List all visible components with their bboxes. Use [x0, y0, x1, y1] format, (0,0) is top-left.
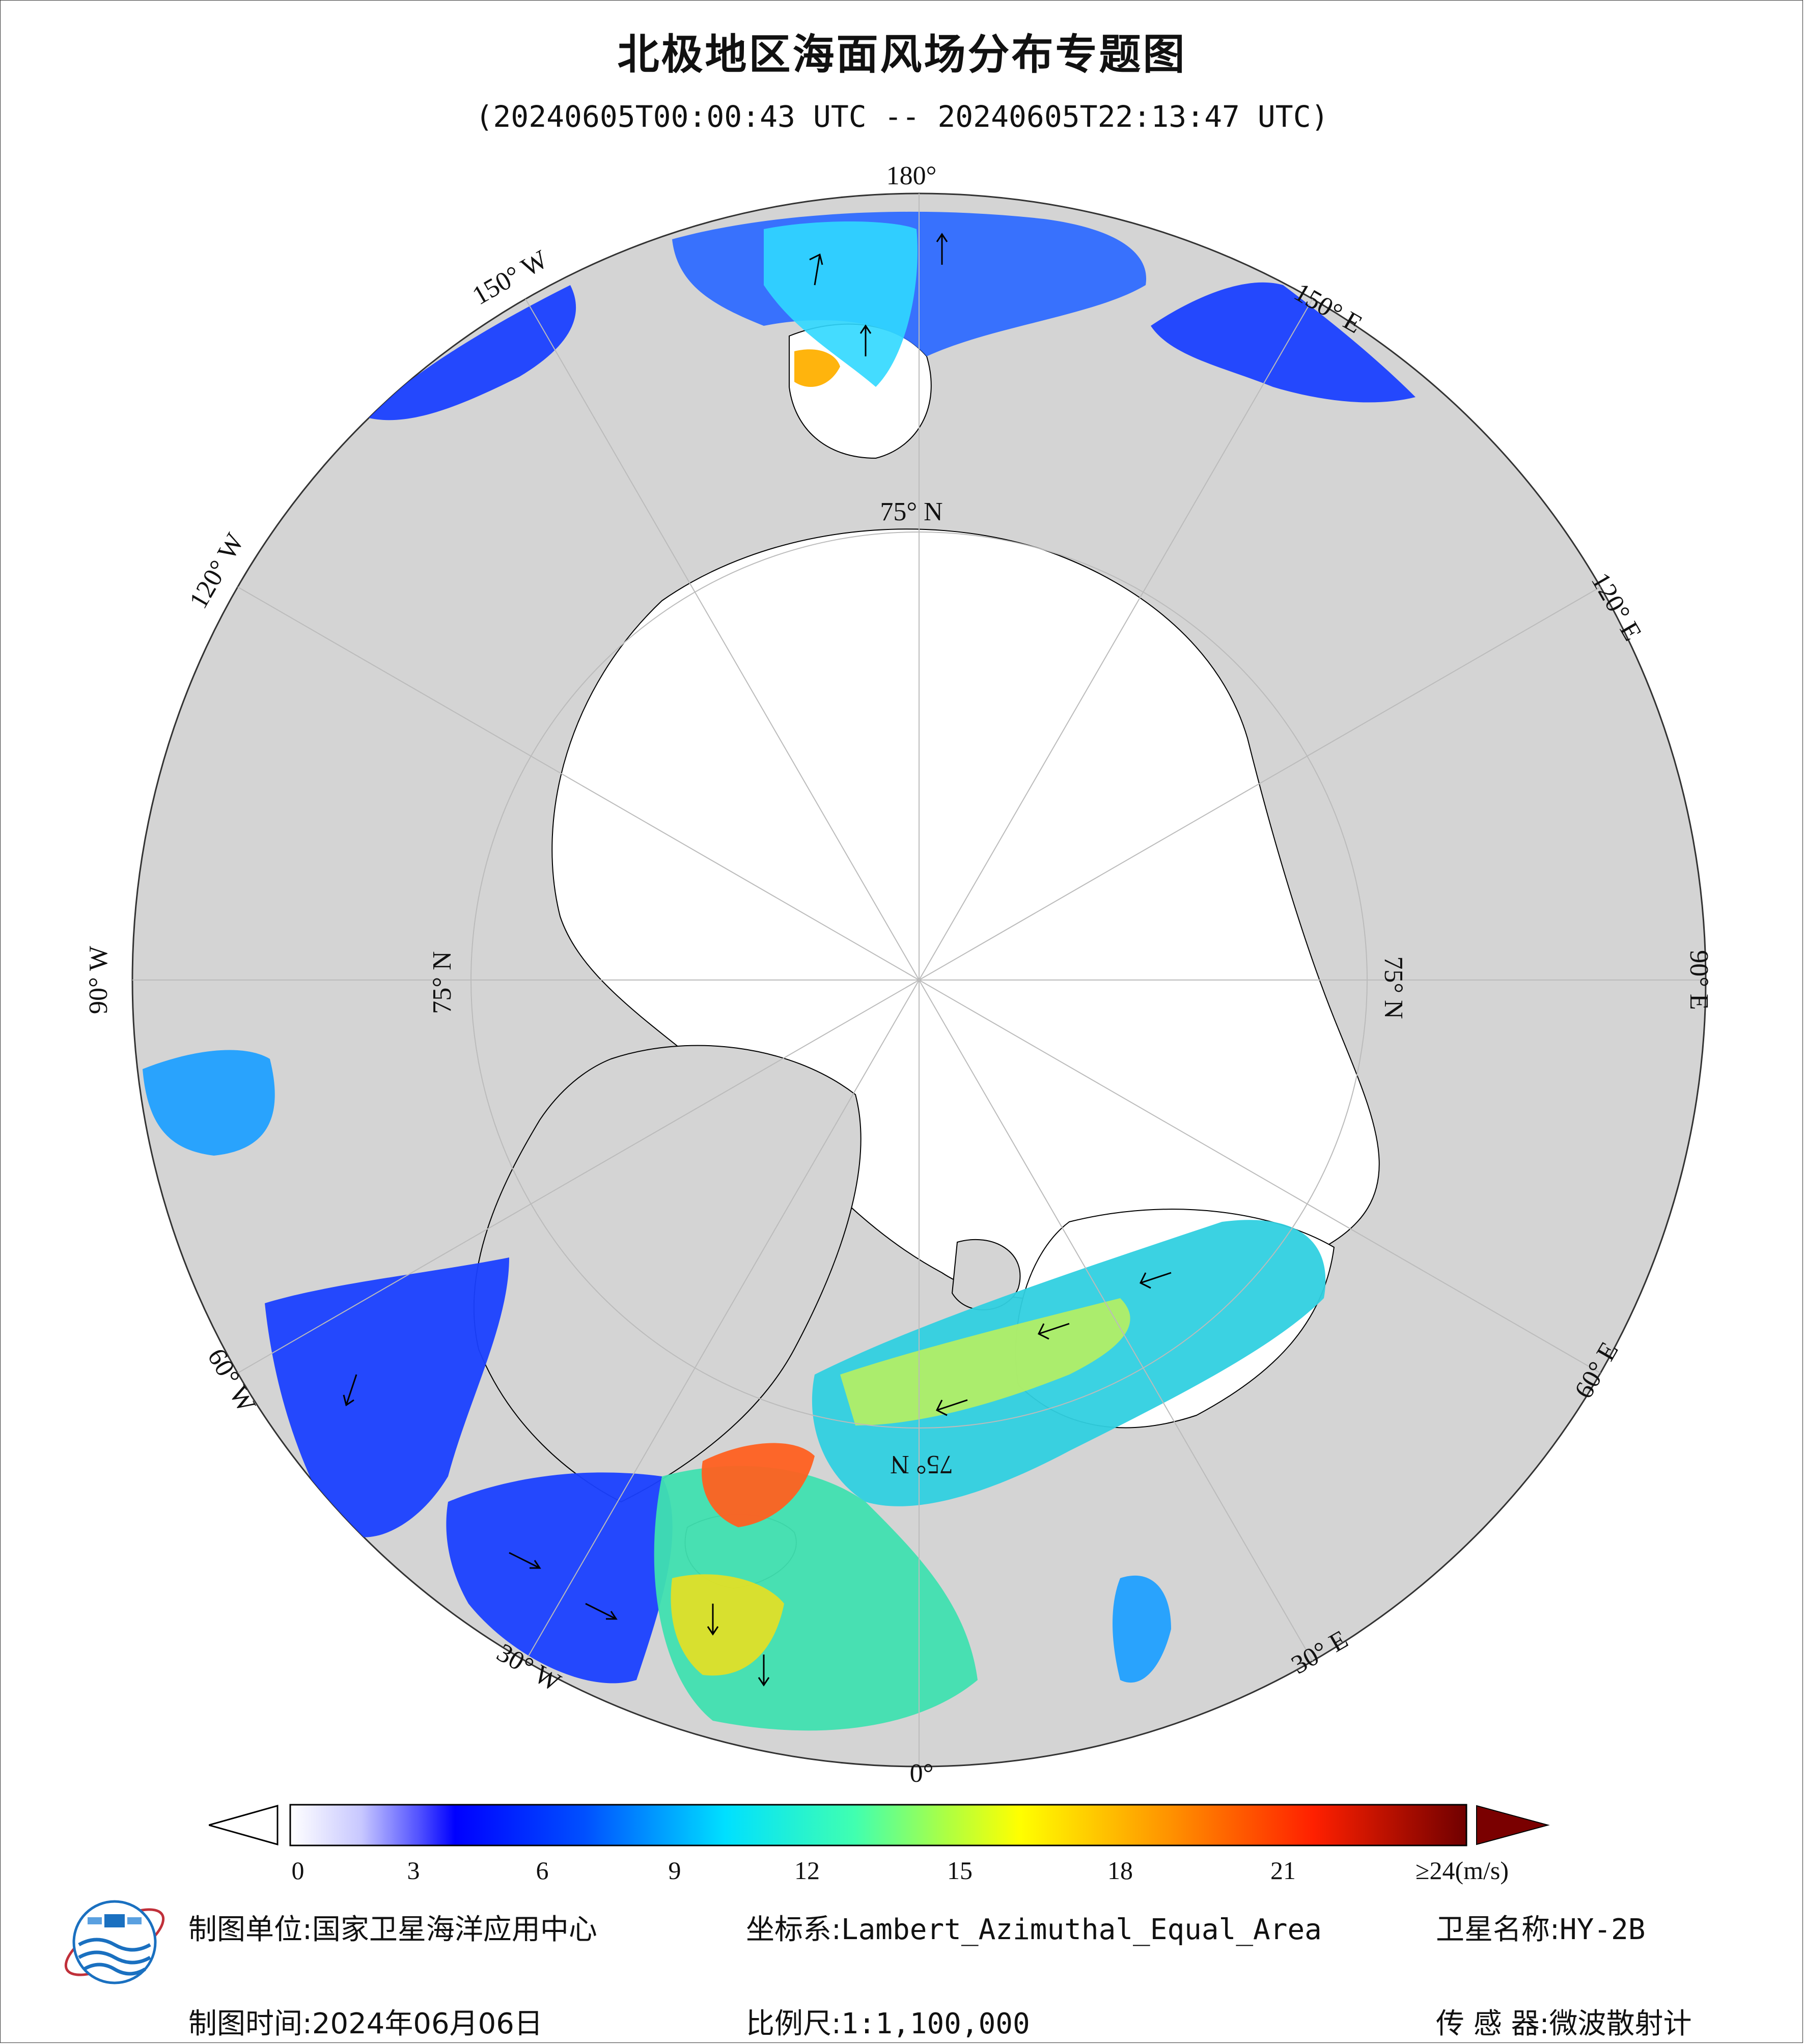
wind-swath-bering-high	[794, 349, 840, 387]
colorbar-tick-6: 6	[536, 1856, 549, 1885]
wind-swath-atlantic-high	[702, 1443, 815, 1527]
date-info: 制图时间:2024年06月06日	[188, 2001, 543, 2042]
lat-label-left: 75° N	[428, 951, 457, 1014]
wind-swath-atlantic-yellow	[671, 1574, 784, 1676]
wind-swath-hudson	[143, 1050, 275, 1156]
wind-swath-baltic	[1113, 1575, 1171, 1683]
time-range: (20240605T00:00:43 UTC -- 20240605T22:13…	[475, 99, 1329, 134]
sensor-value: 微波散射计	[1549, 2007, 1692, 2040]
wind-speed-colorbar	[209, 1804, 1550, 1846]
satellite-label: 卫星名称:	[1436, 1913, 1560, 1946]
date-label: 制图时间:	[188, 2007, 312, 2040]
lat-label-right: 75° N	[1379, 956, 1408, 1019]
wind-swath-bering-core	[764, 221, 918, 387]
producer-label: 制图单位:	[188, 1913, 312, 1946]
colorbar-max-label: ≥24(m/s)	[1416, 1856, 1509, 1885]
map-title: 北极地区海面风场分布专题图	[617, 31, 1187, 79]
producer-info: 制图单位:国家卫星海洋应用中心	[188, 1907, 597, 1948]
lat-label-bottom: 75° N	[890, 1450, 953, 1479]
wind-swath-atlantic-west	[446, 1472, 673, 1684]
crs-value: Lambert_Azimuthal_Equal_Area	[841, 1913, 1322, 1946]
lon-label-90e: 90° E	[1684, 950, 1713, 1010]
scale-value: 1:1,100,000	[841, 2007, 1030, 2040]
wind-vectors	[343, 233, 1172, 1687]
colorbar-gradient	[289, 1804, 1467, 1846]
polar-map: 180° 150° E 120° E 90° E 60° E 30° E 0° …	[84, 161, 1713, 1788]
lon-label-0: 0°	[910, 1759, 934, 1788]
colorbar-tick-0: 0	[291, 1856, 304, 1885]
sensor-label: 传 感 器:	[1436, 2007, 1549, 2040]
colorbar-tick-21: 21	[1270, 1856, 1296, 1885]
wind-swath-okhotsk	[1151, 282, 1416, 403]
svalbard	[951, 1239, 1021, 1310]
nsoas-logo-icon	[64, 1900, 165, 1984]
colorbar-tick-3: 3	[407, 1856, 420, 1885]
colorbar-tick-15: 15	[947, 1856, 973, 1885]
colorbar-tick-12: 12	[794, 1856, 820, 1885]
sensor-info: 传 感 器:微波散射计	[1436, 2001, 1691, 2042]
scale-label: 比例尺:	[746, 2007, 841, 2040]
colorbar-tick-9: 9	[668, 1856, 681, 1885]
date-value: 2024年06月06日	[312, 2007, 543, 2040]
lat-label-top: 75° N	[880, 497, 942, 526]
wind-swath-labrador	[265, 1257, 509, 1537]
colorbar-over-arrow	[1476, 1805, 1550, 1845]
wind-swath-norwegian-yellow	[840, 1298, 1130, 1425]
graticule	[132, 193, 1706, 1767]
satellite-info: 卫星名称:HY-2B	[1436, 1907, 1645, 1948]
wind-swath-alaska	[367, 285, 576, 421]
colorbar-under-arrow	[209, 1805, 279, 1845]
scale-info: 比例尺:1:1,100,000	[746, 2001, 1030, 2042]
lon-label-180: 180°	[886, 161, 937, 190]
crs-label: 坐标系:	[746, 1913, 841, 1946]
lon-label-90w: 90° W	[84, 946, 113, 1014]
producer-value: 国家卫星海洋应用中心	[312, 1913, 597, 1946]
crs-info: 坐标系:Lambert_Azimuthal_Equal_Area	[746, 1907, 1322, 1948]
colorbar-tick-18: 18	[1107, 1856, 1133, 1885]
satellite-value: HY-2B	[1559, 1913, 1646, 1946]
